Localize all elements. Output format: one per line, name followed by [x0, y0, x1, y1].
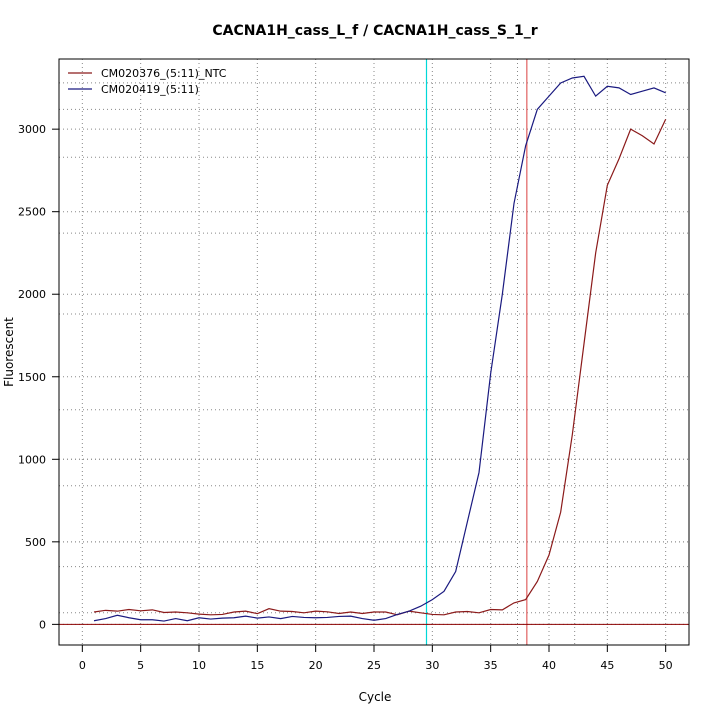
series-line-2	[93, 75, 666, 622]
x-tick-label: 35	[484, 659, 498, 672]
y-tick-label: 500	[25, 536, 46, 549]
y-tick-label: 0	[39, 618, 46, 631]
y-tick-label: 3000	[18, 123, 46, 136]
x-tick-label: 20	[309, 659, 323, 672]
x-axis: 0 5 10 15 20 25 30 35 40 45 50	[79, 644, 673, 672]
y-axis-label: Fluorescent	[2, 317, 16, 387]
y-axis: 0 500 1000 1500 2000 2500 3000	[18, 123, 60, 631]
legend-entry: CM020419_(5:11)	[101, 83, 199, 96]
x-tick-label: 40	[542, 659, 556, 672]
legend: CM020376_(5:11)_NTC CM020419_(5:11)	[68, 67, 227, 96]
legend-entry: CM020376_(5:11)_NTC	[101, 67, 227, 80]
chart-title: CACNA1H_cass_L_f / CACNA1H_cass_S_1_r	[212, 23, 537, 39]
y-tick-label: 2500	[18, 206, 46, 219]
y-tick-label: 1000	[18, 453, 46, 466]
x-tick-label: 25	[367, 659, 381, 672]
x-tick-label: 30	[425, 659, 439, 672]
x-tick-label: 10	[192, 659, 206, 672]
y-tick-label: 2000	[18, 288, 46, 301]
y-tick-label: 1500	[18, 371, 46, 384]
grid	[59, 59, 689, 645]
x-tick-label: 45	[600, 659, 614, 672]
x-tick-label: 50	[659, 659, 673, 672]
series-lines	[93, 75, 667, 622]
reference-lines	[425, 59, 528, 645]
series-line-1	[93, 118, 667, 616]
x-axis-label: Cycle	[359, 690, 392, 704]
x-tick-label: 0	[79, 659, 86, 672]
x-tick-label: 5	[137, 659, 144, 672]
x-tick-label: 15	[250, 659, 264, 672]
